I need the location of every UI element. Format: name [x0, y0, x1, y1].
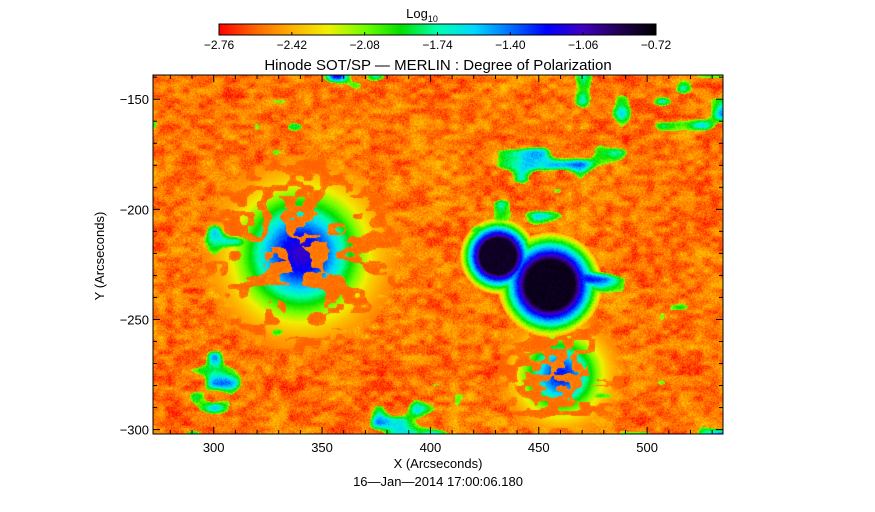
y-tick-label: −150	[120, 92, 149, 107]
plot-frame	[152, 74, 724, 435]
x-tick-label: 500	[636, 440, 658, 455]
x-axis-label: X (Arcseconds)	[394, 456, 483, 471]
chart-title: Hinode SOT/SP — MERLIN : Degree of Polar…	[264, 57, 611, 74]
x-tick-label: 400	[420, 440, 442, 455]
footer-timestamp: 16—Jan—2014 17:00:06.180	[353, 474, 523, 489]
plot-area: 300 350 400 450 500 −150 −200 −250 −300	[120, 74, 724, 455]
x-tick-label: 300	[203, 440, 225, 455]
colorbar: Log10 −2.76 −2.42 −2.08 −1.74 −1.40 −1.06 −0.7…	[204, 6, 672, 52]
colorbar-label: Log10	[406, 6, 438, 24]
colorbar-tick-label: −2.76	[204, 38, 235, 52]
y-tick-label: −300	[120, 423, 149, 438]
colorbar-label-main: Log	[406, 6, 428, 21]
colorbar-tick-label: −2.08	[349, 38, 380, 52]
heatmap-image	[153, 75, 723, 434]
x-tick-label: 350	[311, 440, 333, 455]
colorbar-label-sub: 10	[428, 14, 438, 24]
y-axis-label: Y (Arcseconds)	[92, 212, 107, 301]
colorbar-ticks: −2.76 −2.42 −2.08 −1.74 −1.40 −1.06 −0.72	[204, 32, 672, 52]
colorbar-tick-label: −2.42	[277, 38, 308, 52]
colorbar-tick-label: −1.40	[495, 38, 526, 52]
colorbar-tick-label: −1.74	[422, 38, 453, 52]
y-axis: −150 −200 −250 −300	[120, 76, 723, 438]
y-tick-label: −200	[120, 202, 149, 217]
x-axis: 300 350 400 450 500	[169, 75, 713, 455]
y-tick-label: −250	[120, 312, 149, 327]
x-tick-label: 450	[528, 440, 550, 455]
colorbar-tick-label: −1.06	[568, 38, 599, 52]
colorbar-tick-label: −0.72	[641, 38, 672, 52]
